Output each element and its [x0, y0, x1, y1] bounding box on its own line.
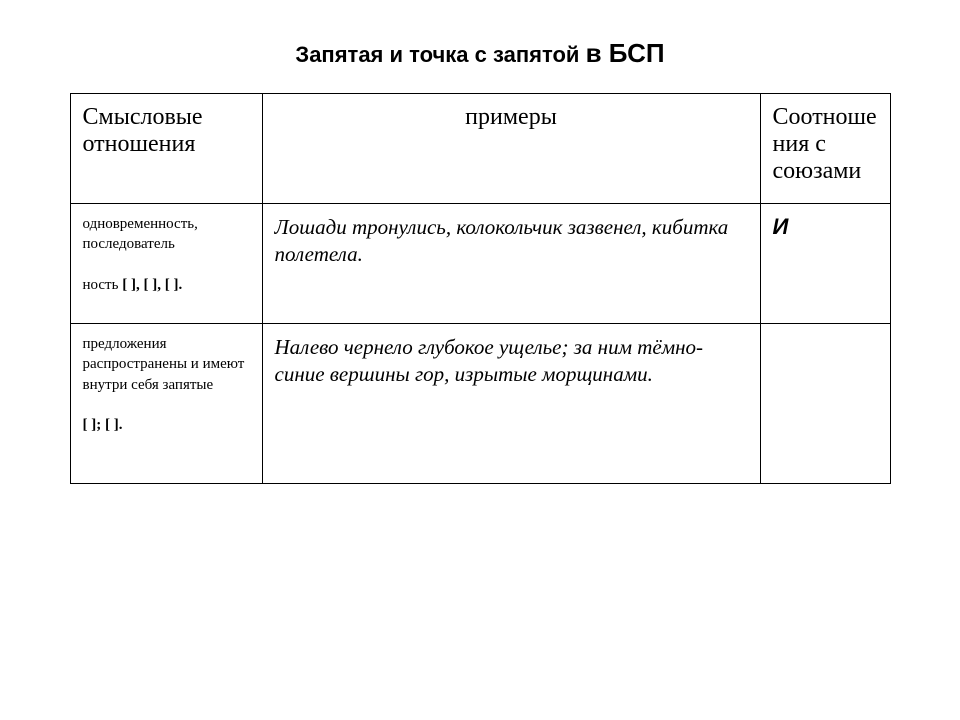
- rel2-brackets: [ ]; [ ].: [83, 417, 123, 433]
- cell-conjunction-2: [760, 324, 890, 484]
- example-2-text: Налево чернело глубокое ущелье; за ним т…: [275, 335, 704, 386]
- title-part2: в БСП: [586, 38, 665, 68]
- cell-conjunction-1: И: [760, 204, 890, 324]
- header-row: Смысловые отношения примеры Соотноше ния…: [70, 94, 890, 204]
- rel2-text: предложения распространены и имеют внутр…: [83, 336, 245, 393]
- slide: Запятая и точка с запятой в БСП Смысловы…: [0, 0, 960, 720]
- title-part1: Запятая и точка с запятой: [295, 42, 585, 67]
- cell-example-2: Налево чернело глубокое ущелье; за ним т…: [262, 324, 760, 484]
- cell-relation-2: предложения распространены и имеют внутр…: [70, 324, 262, 484]
- page-title: Запятая и точка с запятой в БСП: [0, 0, 960, 93]
- header-examples: примеры: [262, 94, 760, 204]
- rel1-line1: одновременность, последователь: [83, 216, 198, 252]
- grammar-table: Смысловые отношения примеры Соотноше ния…: [70, 93, 891, 484]
- conjunction-1: И: [773, 214, 789, 239]
- table-row: одновременность, последователь ность [ ]…: [70, 204, 890, 324]
- cell-example-1: Лошади тронулись, колокольчик зазвенел, …: [262, 204, 760, 324]
- example-1-text: Лошади тронулись, колокольчик зазвенел, …: [275, 215, 729, 266]
- header-conjunctions: Соотноше ния с союзами: [760, 94, 890, 204]
- rel1-brackets: [ ], [ ], [ ].: [122, 277, 182, 293]
- cell-relation-1: одновременность, последователь ность [ ]…: [70, 204, 262, 324]
- table-row: предложения распространены и имеют внутр…: [70, 324, 890, 484]
- rel1-line2-prefix: ность: [83, 277, 123, 293]
- header-relations: Смысловые отношения: [70, 94, 262, 204]
